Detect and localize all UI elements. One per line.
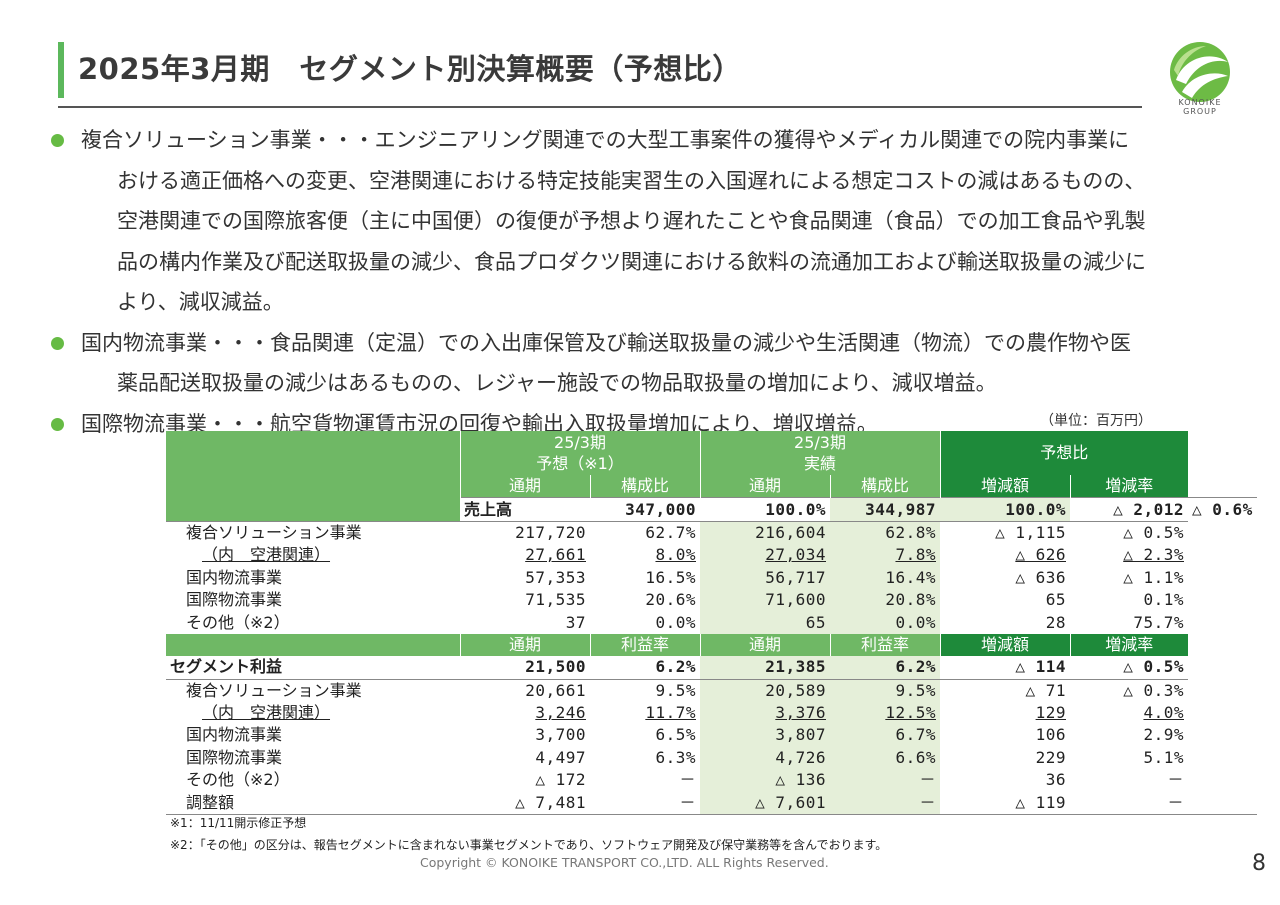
table-row: その他（※2） △ 172 － △ 136 － 36 － xyxy=(166,769,1257,792)
table-row: 国内物流事業 57,353 16.5% 56,717 16.4% △ 636 △… xyxy=(166,566,1257,589)
bullet-dot-icon xyxy=(51,134,64,147)
footnote-1: ※1：11/11開示修正予想 xyxy=(170,816,307,830)
table-subheader-row: 通期 構成比 通期 構成比 増減額 増減率 xyxy=(166,475,1257,498)
title-accent-bar xyxy=(58,42,64,98)
bullet-domestic-logistics: 国内物流事業・・・食品関連（定温）での入出庫保管及び輸送取扱量の減少や生活関連（… xyxy=(48,323,1268,404)
bullet-dot-icon xyxy=(51,417,64,431)
table-row: 国内物流事業 3,700 6.5% 3,807 6.7% 106 2.9% xyxy=(166,724,1257,747)
segment-table: 25/3期 予想（※1） 25/3期 実績 予想比 通期 構成比 通期 構成比 増減… xyxy=(166,431,1257,815)
table-row: 調整額 △ 7,481 － △ 7,601 － △ 119 － xyxy=(166,791,1257,815)
unit-label: （単位：百万円） xyxy=(1040,413,1152,429)
table-row-sales-total: 売上高 347,000 100.0% 344,987 100.0% △ 2,01… xyxy=(166,497,1257,522)
table-row: （内 空港関連） 27,661 8.0% 27,034 7.8% △ 626 △… xyxy=(166,544,1257,567)
title-divider xyxy=(58,106,1142,108)
bullet-list: 複合ソリューション事業・・・エンジニアリング関連での大型工事案件の獲得やメディカ… xyxy=(48,120,1268,444)
table-row: 国際物流事業 4,497 6.3% 4,726 6.6% 229 5.1% xyxy=(166,746,1257,770)
table-row: 国際物流事業 71,535 20.6% 71,600 20.8% 65 0.1% xyxy=(166,588,1257,612)
page-title: 2025年3月期 セグメント別決算概要（予想比） xyxy=(78,52,742,86)
table-row: 複合ソリューション事業 217,720 62.7% 216,604 62.8% … xyxy=(166,520,1257,545)
table-row: （内 空港関連） 3,246 11.7% 3,376 12.5% 129 4.0… xyxy=(166,701,1257,725)
table-row: その他（※2） 37 0.0% 65 0.0% 28 75.7% xyxy=(166,611,1257,634)
page-number: 8 xyxy=(1252,851,1266,876)
bullet-dot-icon xyxy=(51,336,64,350)
table-header-row: 25/3期 予想（※1） 25/3期 実績 予想比 xyxy=(166,431,1257,522)
footnote-2: ※2：「その他」の区分は、報告セグメントに含まれない事業セグメントであり、ソフト… xyxy=(170,838,888,852)
table-row: 複合ソリューション事業 20,661 9.5% 20,589 9.5% △ 71… xyxy=(166,678,1257,702)
table-row-segment-profit: セグメント利益 21,500 6.2% 21,385 6.2% △ 114 △ … xyxy=(166,656,1257,680)
bullet-complex-solutions: 複合ソリューション事業・・・エンジニアリング関連での大型工事案件の獲得やメディカ… xyxy=(48,120,1268,323)
logo-wordmark: KONOIKE GROUP xyxy=(1178,98,1222,116)
copyright: Copyright © KONOIKE TRANSPORT CO.,LTD. A… xyxy=(420,855,829,870)
table-profit-header-row: 通期 利益率 通期 利益率 増減額 増減率 xyxy=(166,633,1257,657)
konoike-logo-icon xyxy=(1170,42,1230,102)
